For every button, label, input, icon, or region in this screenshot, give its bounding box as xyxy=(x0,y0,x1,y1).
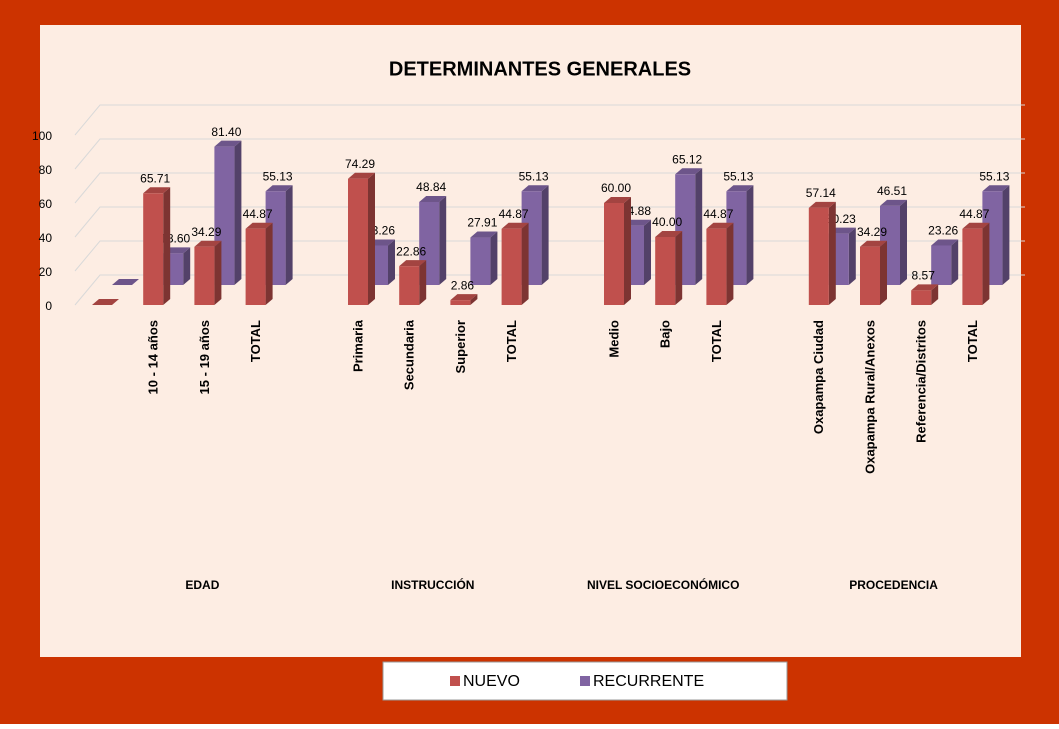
data-label: 48.84 xyxy=(416,180,446,194)
data-label: 55.13 xyxy=(723,169,753,183)
bar xyxy=(809,208,829,305)
bar-side xyxy=(675,231,682,305)
x-tick-label: Bajo xyxy=(658,320,673,348)
legend-label: NUEVO xyxy=(463,673,520,690)
bar-side xyxy=(849,228,856,285)
bar xyxy=(860,247,880,305)
bar-side xyxy=(368,173,375,305)
bar-side xyxy=(624,197,631,305)
bar-side xyxy=(183,247,190,285)
legend-label: RECURRENTE xyxy=(593,673,704,690)
bar-side xyxy=(439,196,446,285)
chart-title: DETERMINANTES GENERALES xyxy=(389,58,691,80)
data-label: 40.00 xyxy=(652,215,682,229)
bar-side xyxy=(419,260,426,305)
bar xyxy=(194,247,214,305)
data-label: 44.87 xyxy=(243,207,273,221)
bar-side xyxy=(829,202,836,305)
x-tick-label: TOTAL xyxy=(504,320,519,362)
bar-side xyxy=(490,232,497,285)
data-label: 34.29 xyxy=(857,225,887,239)
group-label: NIVEL SOCIOECONÓMICO xyxy=(587,577,739,592)
data-label: 44.87 xyxy=(499,207,529,221)
bar xyxy=(143,193,163,305)
bar-side xyxy=(266,223,273,305)
group-label: PROCEDENCIA xyxy=(849,578,938,592)
bar-side xyxy=(726,223,733,305)
x-tick-label: TOTAL xyxy=(965,320,980,362)
x-tick-label: TOTAL xyxy=(709,320,724,362)
bar xyxy=(348,179,368,305)
data-label: 46.51 xyxy=(877,184,907,198)
data-label: 34.29 xyxy=(191,225,221,239)
y-tick-label: 0 xyxy=(45,299,52,313)
data-label: 55.13 xyxy=(519,169,549,183)
data-label: 65.71 xyxy=(140,171,170,185)
data-label: 2.86 xyxy=(451,278,475,292)
bar-side xyxy=(234,141,241,285)
bar xyxy=(399,266,419,305)
bar-side xyxy=(522,223,529,305)
data-label: 81.40 xyxy=(211,125,241,139)
bar xyxy=(502,229,522,305)
x-tick-label: Referencia/Distritos xyxy=(914,320,929,443)
bar-side xyxy=(695,168,702,285)
x-tick-label: Primaria xyxy=(350,319,365,372)
data-label: 27.91 xyxy=(467,216,497,230)
bar-side xyxy=(214,241,221,305)
bar-side xyxy=(982,223,989,305)
x-tick-label: Oxapampa Ciudad xyxy=(811,320,826,434)
x-tick-label: TOTAL xyxy=(248,320,263,362)
bar-side xyxy=(542,185,549,285)
data-label: 55.13 xyxy=(263,169,293,183)
data-label: 22.86 xyxy=(396,244,426,258)
x-tick-label: Medio xyxy=(606,320,621,358)
legend-swatch xyxy=(450,676,460,686)
x-tick-label: 10 - 14 años xyxy=(146,320,161,394)
y-tick-label: 20 xyxy=(39,265,53,279)
bar xyxy=(450,300,470,305)
bar xyxy=(911,290,931,305)
x-tick-label: Superior xyxy=(453,320,468,373)
data-label: 60.00 xyxy=(601,181,631,195)
data-label: 23.26 xyxy=(928,224,958,238)
data-label: 57.14 xyxy=(806,186,836,200)
data-label: 8.57 xyxy=(912,269,936,283)
bar-side xyxy=(1002,185,1009,285)
group-label: INSTRUCCIÓN xyxy=(391,577,474,592)
bar-side xyxy=(644,220,651,285)
group-label: EDAD xyxy=(185,578,219,592)
y-tick-label: 40 xyxy=(39,231,53,245)
x-tick-label: Oxapampa Rural/Anexos xyxy=(862,320,877,474)
bar-side xyxy=(880,241,887,305)
legend-swatch xyxy=(580,676,590,686)
bar-side xyxy=(746,185,753,285)
data-label: 74.29 xyxy=(345,157,375,171)
bar-side xyxy=(286,185,293,285)
data-label: 55.13 xyxy=(979,169,1009,183)
bar xyxy=(655,237,675,305)
bar xyxy=(604,203,624,305)
bar-side xyxy=(388,239,395,285)
x-tick-label: 15 - 19 años xyxy=(197,320,212,394)
data-label: 44.87 xyxy=(703,207,733,221)
data-label: 65.12 xyxy=(672,152,702,166)
x-tick-label: Secundaria xyxy=(402,319,417,390)
bar-side xyxy=(900,200,907,285)
bar-side xyxy=(163,187,170,305)
data-label: 44.87 xyxy=(959,207,989,221)
y-tick-label: 60 xyxy=(39,197,53,211)
bar xyxy=(962,229,982,305)
y-tick-label: 100 xyxy=(32,129,52,143)
bar xyxy=(246,229,266,305)
y-tick-label: 80 xyxy=(39,163,53,177)
bar xyxy=(706,229,726,305)
bar-side xyxy=(951,239,958,285)
